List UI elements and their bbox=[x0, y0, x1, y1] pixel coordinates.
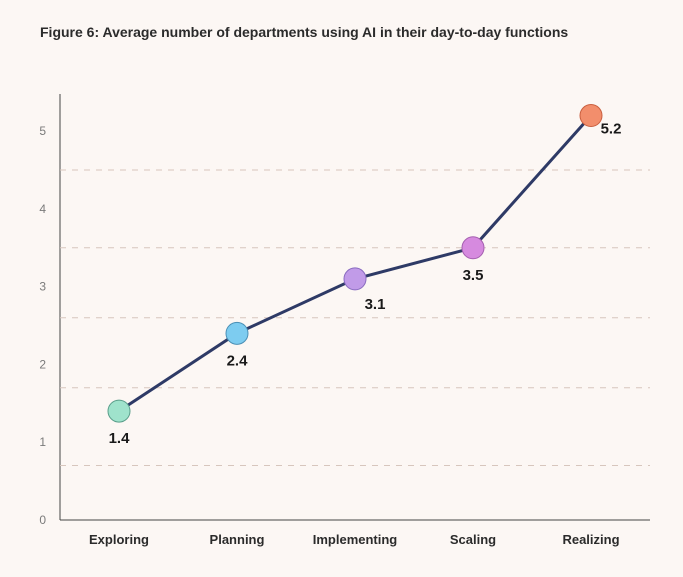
data-point bbox=[226, 322, 248, 344]
y-tick-label: 4 bbox=[39, 202, 46, 216]
data-label: 1.4 bbox=[109, 430, 131, 447]
x-category-label: Exploring bbox=[89, 532, 149, 547]
x-category-label: Implementing bbox=[313, 532, 398, 547]
series-line bbox=[119, 116, 591, 412]
y-axis: 0 1 2 3 4 5 bbox=[39, 94, 60, 527]
data-label: 3.1 bbox=[365, 296, 386, 313]
data-point bbox=[108, 400, 130, 422]
y-tick-label: 5 bbox=[39, 124, 46, 138]
x-axis: Exploring Planning Implementing Scaling Real… bbox=[60, 520, 650, 547]
data-label: 5.2 bbox=[601, 121, 622, 138]
x-category-label: Planning bbox=[210, 532, 265, 547]
gridlines bbox=[60, 170, 650, 466]
data-point bbox=[344, 268, 366, 290]
data-label: 2.4 bbox=[227, 352, 249, 369]
line-chart: 0 1 2 3 4 5 Exploring Planning Implementing Scal… bbox=[0, 0, 683, 577]
data-point bbox=[580, 105, 602, 127]
data-label: 3.5 bbox=[463, 267, 484, 284]
y-tick-label: 3 bbox=[39, 280, 46, 294]
data-point bbox=[462, 237, 484, 259]
y-tick-label: 1 bbox=[39, 435, 46, 449]
y-tick-label: 2 bbox=[39, 357, 46, 371]
series: 1.4 2.4 3.1 3.5 5.2 bbox=[108, 105, 621, 448]
y-tick-label: 0 bbox=[39, 513, 46, 527]
x-category-label: Scaling bbox=[450, 532, 496, 547]
x-category-label: Realizing bbox=[562, 532, 619, 547]
